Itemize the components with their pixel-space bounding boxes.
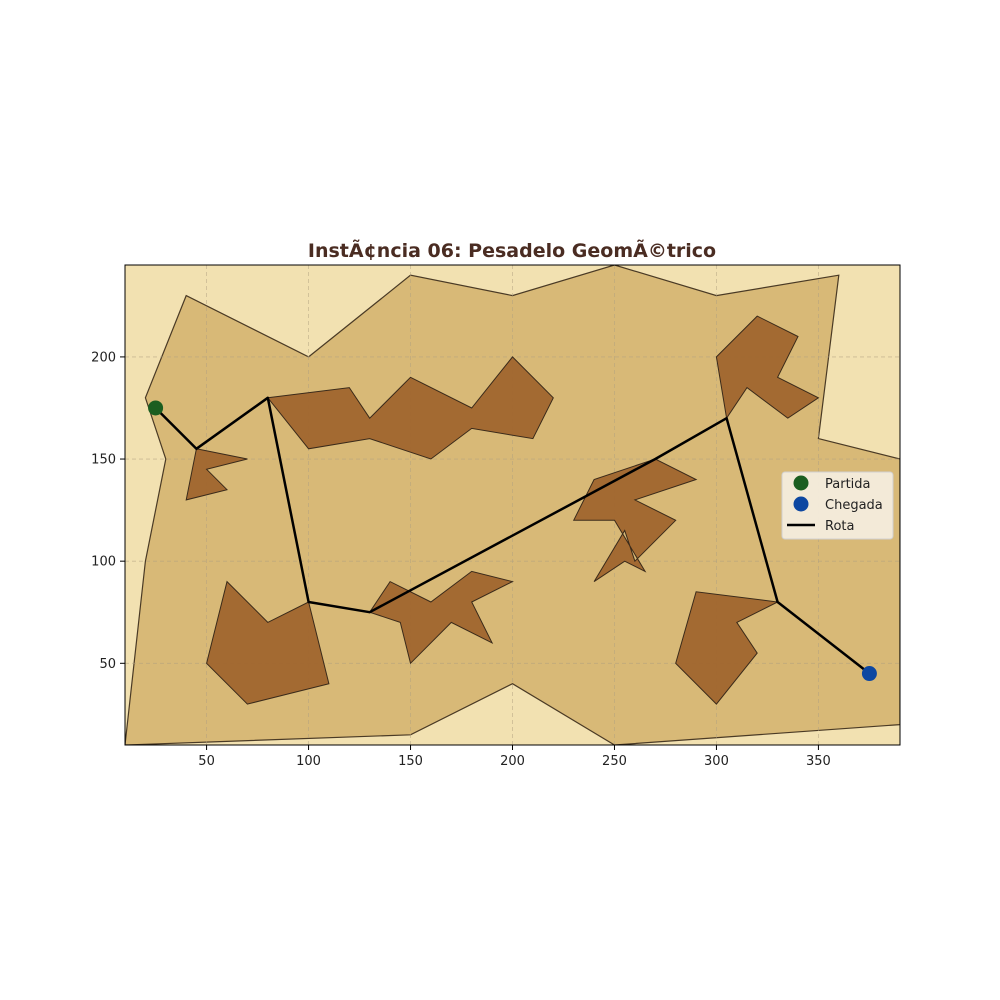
legend-label-route: Rota	[825, 519, 854, 534]
x-tick-label: 150	[398, 754, 423, 769]
start-point	[148, 400, 164, 416]
y-tick-label: 150	[91, 453, 116, 468]
end-point	[861, 666, 877, 682]
y-tick-label: 200	[91, 350, 116, 365]
legend-label-start: Partida	[825, 477, 871, 492]
route-line	[154, 396, 871, 675]
obstacle-polygon	[715, 315, 820, 420]
legend-marker-end	[793, 496, 809, 512]
chart-title: InstÃ¢ncia 06: Pesadelo GeomÃ©trico	[308, 238, 716, 262]
obstacle-polygon	[185, 448, 248, 501]
plot-area	[124, 264, 901, 746]
x-tick-label: 50	[198, 754, 215, 769]
legend-box	[781, 471, 894, 540]
x-tick-label: 250	[602, 754, 627, 769]
x-tick-label: 350	[806, 754, 831, 769]
y-tick-label: 50	[99, 657, 116, 672]
legend-label-end: Chegada	[825, 498, 883, 513]
x-axis: 50 100 150 200 250 300 350	[198, 745, 831, 769]
legend-marker-start	[793, 475, 809, 491]
y-axis: 50 100 150 200	[91, 350, 125, 672]
obstacle-polygon	[266, 356, 554, 460]
x-tick-label: 200	[500, 754, 525, 769]
x-tick-label: 300	[704, 754, 729, 769]
x-tick-label: 100	[296, 754, 321, 769]
y-tick-label: 100	[91, 555, 116, 570]
obstacle-polygon	[675, 591, 780, 705]
legend: Partida Chegada Rota	[781, 471, 894, 540]
plot-content	[125, 265, 900, 745]
